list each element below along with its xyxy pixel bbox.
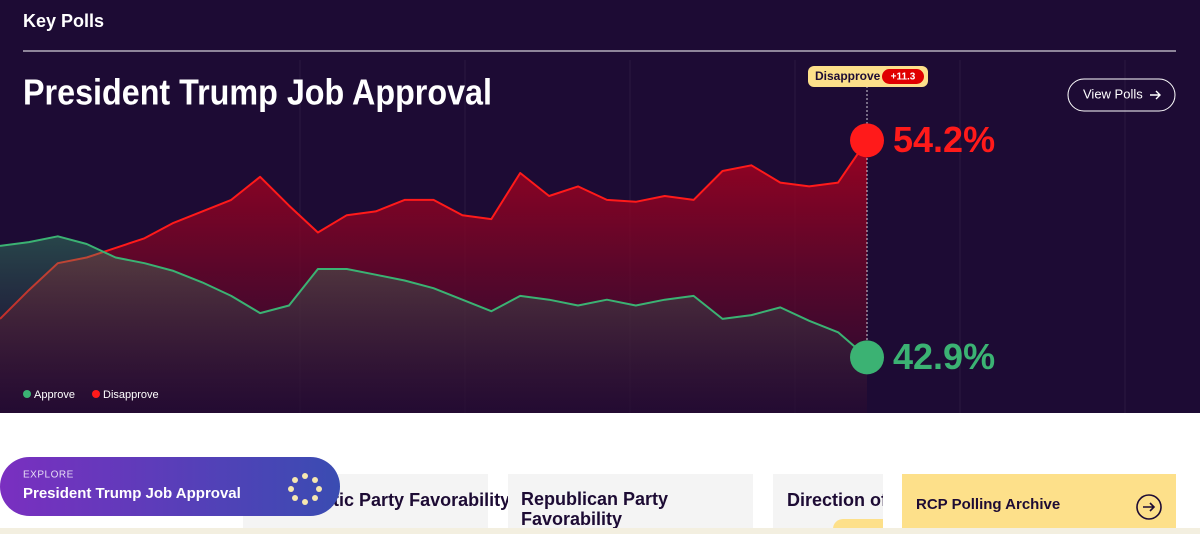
lead-name: Disapprove [815, 69, 881, 83]
card-wrap: Republican Party Favorability [521, 489, 669, 529]
section-title: Key Polls [23, 11, 104, 31]
arrow-circle [1136, 494, 1162, 520]
end-dot [850, 123, 884, 158]
chart-title: President Trump Job Approval [23, 72, 492, 113]
button-label[interactable]: View Polls [1083, 86, 1143, 101]
legend-dot [92, 390, 100, 398]
pill-title[interactable]: President Trump Job Approval [23, 485, 241, 502]
card-title[interactable]: Direction of Country [787, 490, 961, 510]
pill-bg[interactable] [0, 457, 340, 516]
button-outline[interactable] [1067, 78, 1176, 112]
legend-label: Approve [34, 389, 75, 401]
bottom-strip [0, 528, 1200, 534]
area [0, 236, 867, 413]
value-label: 42.9% [893, 336, 995, 377]
pill-kicker: EXPLORE [23, 470, 74, 481]
line [0, 235, 868, 359]
arrow-icon [1150, 90, 1161, 100]
explore-pill[interactable]: EXPLORE President Trump Job Approval [0, 457, 340, 516]
lead-pill [882, 69, 924, 84]
view-polls-button[interactable]: View Polls [1067, 78, 1176, 112]
lead-value: +11.3 [891, 72, 916, 83]
archive-card[interactable] [902, 474, 1176, 534]
arrow-icon [1143, 502, 1156, 512]
card[interactable] [508, 474, 753, 534]
card-title[interactable]: Republican Party Favorability [521, 489, 669, 529]
pill-icon [288, 473, 322, 505]
legend-label: Disapprove [103, 389, 159, 401]
card-title[interactable]: RCP Polling Archive [916, 496, 1060, 513]
end-dot [850, 340, 884, 375]
plot: 42.9% Approve 54.2% Disapprove Disapprove +11… [0, 66, 995, 414]
legend-dot [23, 390, 31, 398]
line [0, 139, 868, 320]
value-label: 54.2% [893, 119, 995, 160]
